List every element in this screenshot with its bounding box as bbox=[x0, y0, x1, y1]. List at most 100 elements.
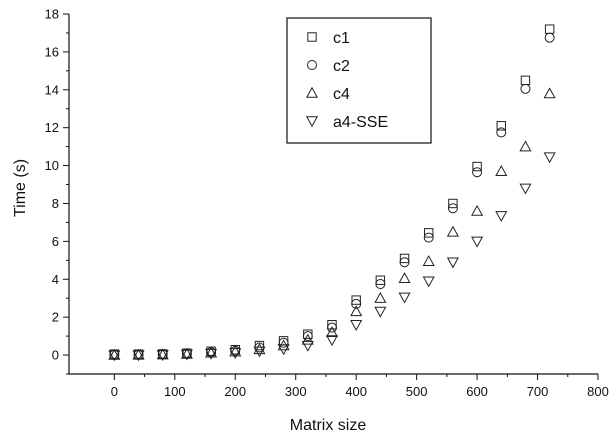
x-tick-label: 800 bbox=[587, 384, 609, 399]
data-point-c1 bbox=[520, 75, 531, 86]
data-point-a4-sse bbox=[446, 257, 459, 269]
x-tick-label: 700 bbox=[527, 384, 549, 399]
x-axis-title: Matrix size bbox=[290, 417, 367, 434]
data-point-c2 bbox=[423, 232, 434, 243]
data-point-c4 bbox=[446, 225, 459, 237]
data-point-c4 bbox=[325, 326, 339, 338]
data-point-c4 bbox=[205, 346, 218, 358]
legend-frame bbox=[286, 17, 432, 144]
y-tick-label: 6 bbox=[52, 234, 59, 249]
data-point-c2 bbox=[302, 331, 313, 342]
data-point-a4-sse bbox=[108, 350, 121, 362]
legend-label: c4 bbox=[333, 86, 350, 103]
data-point-c1 bbox=[327, 320, 337, 330]
x-tick-label: 200 bbox=[224, 384, 246, 399]
data-point-c1 bbox=[496, 121, 506, 131]
data-point-a4-sse bbox=[422, 276, 435, 288]
data-point-c4 bbox=[229, 345, 242, 357]
x-tick-label: 500 bbox=[406, 384, 428, 399]
data-point-a4-sse bbox=[180, 349, 193, 361]
data-point-c4 bbox=[132, 348, 145, 360]
data-point-a4-sse bbox=[156, 350, 169, 362]
y-tick-label: 18 bbox=[45, 7, 59, 22]
data-point-a4-sse bbox=[301, 340, 314, 352]
data-point-c2 bbox=[472, 167, 483, 178]
data-point-c1 bbox=[472, 161, 482, 172]
data-point-c4 bbox=[374, 291, 387, 303]
y-tick-label: 4 bbox=[52, 272, 59, 287]
y-tick-label: 2 bbox=[52, 310, 59, 325]
data-point-c2 bbox=[447, 203, 458, 214]
data-point-a4-sse bbox=[519, 183, 532, 195]
legend-marker-c4 bbox=[305, 86, 319, 98]
legend-entry-c2: c2 bbox=[307, 58, 350, 75]
data-point-c2 bbox=[326, 322, 337, 333]
data-point-a4-sse bbox=[205, 348, 218, 360]
data-point-c2 bbox=[496, 127, 507, 138]
data-point-c4 bbox=[495, 165, 508, 176]
x-tick-label: 400 bbox=[345, 384, 367, 399]
data-point-c4 bbox=[350, 305, 363, 317]
data-points bbox=[108, 24, 556, 362]
data-point-a4-sse bbox=[374, 306, 387, 318]
legend-label: c2 bbox=[333, 58, 350, 75]
legend-label: a4-SSE bbox=[333, 114, 388, 131]
x-tick-label: 300 bbox=[285, 384, 307, 399]
series-a4-sse bbox=[108, 152, 556, 362]
data-point-c2 bbox=[399, 257, 410, 268]
data-point-c4 bbox=[543, 87, 556, 99]
y-tick-label: 16 bbox=[45, 44, 59, 59]
data-point-a4-sse bbox=[543, 152, 556, 164]
y-tick-label: 14 bbox=[45, 82, 59, 97]
data-point-a4-sse bbox=[253, 346, 266, 358]
legend-entry-c4: c4 bbox=[305, 86, 350, 103]
y-tick-label: 8 bbox=[52, 196, 59, 211]
data-point-c4 bbox=[180, 347, 193, 359]
data-point-a4-sse bbox=[495, 211, 508, 223]
data-point-c2 bbox=[375, 279, 386, 289]
legend-marker-a4-sse bbox=[305, 116, 319, 128]
legend-entry-a4-sse: a4-SSE bbox=[305, 114, 388, 131]
data-point-c4 bbox=[156, 348, 169, 360]
data-point-c4 bbox=[519, 140, 532, 152]
x-ticks: 0 100 200 300 400 500 600 700 800 bbox=[111, 374, 609, 399]
data-point-c4 bbox=[301, 333, 314, 345]
y-tick-label: 12 bbox=[45, 120, 59, 135]
data-point-a4-sse bbox=[277, 344, 290, 356]
data-point-a4-sse bbox=[350, 320, 363, 331]
data-point-a4-sse bbox=[398, 292, 411, 304]
x-tick-label: 600 bbox=[466, 384, 488, 399]
data-point-c4 bbox=[422, 255, 435, 266]
data-point-a4-sse bbox=[471, 236, 484, 248]
data-point-c2 bbox=[351, 298, 362, 309]
data-point-c1 bbox=[351, 295, 361, 305]
legend: c1 c2 c4 a4-SSE bbox=[286, 17, 432, 144]
data-point-c1 bbox=[399, 253, 410, 264]
data-point-c2 bbox=[520, 83, 531, 94]
data-point-c1 bbox=[375, 275, 386, 285]
data-point-a4-sse bbox=[132, 350, 145, 362]
y-axis-title: Time (s) bbox=[12, 159, 29, 217]
data-point-c2 bbox=[278, 337, 289, 348]
data-point-c4 bbox=[398, 272, 411, 284]
data-point-c1 bbox=[544, 24, 555, 34]
x-tick-label: 100 bbox=[164, 384, 186, 399]
series-c4 bbox=[108, 87, 556, 360]
legend-entry-c1: c1 bbox=[307, 30, 350, 47]
y-tick-label: 0 bbox=[52, 348, 59, 363]
x-tick-label: 0 bbox=[111, 384, 118, 399]
data-point-c2 bbox=[544, 32, 555, 43]
legend-marker-c1 bbox=[307, 32, 317, 42]
data-point-c4 bbox=[253, 343, 266, 355]
legend-label: c1 bbox=[333, 30, 350, 47]
legend-marker-c2 bbox=[307, 60, 317, 70]
y-tick-label: 10 bbox=[45, 158, 59, 173]
data-point-c1 bbox=[448, 198, 458, 209]
y-ticks: 0 2 4 6 8 10 12 14 16 18 bbox=[45, 7, 69, 375]
data-point-a4-sse bbox=[325, 335, 339, 347]
data-point-a4-sse bbox=[229, 348, 242, 360]
axes bbox=[68, 14, 598, 375]
data-point-c1 bbox=[424, 228, 434, 238]
data-point-c4 bbox=[471, 204, 484, 216]
